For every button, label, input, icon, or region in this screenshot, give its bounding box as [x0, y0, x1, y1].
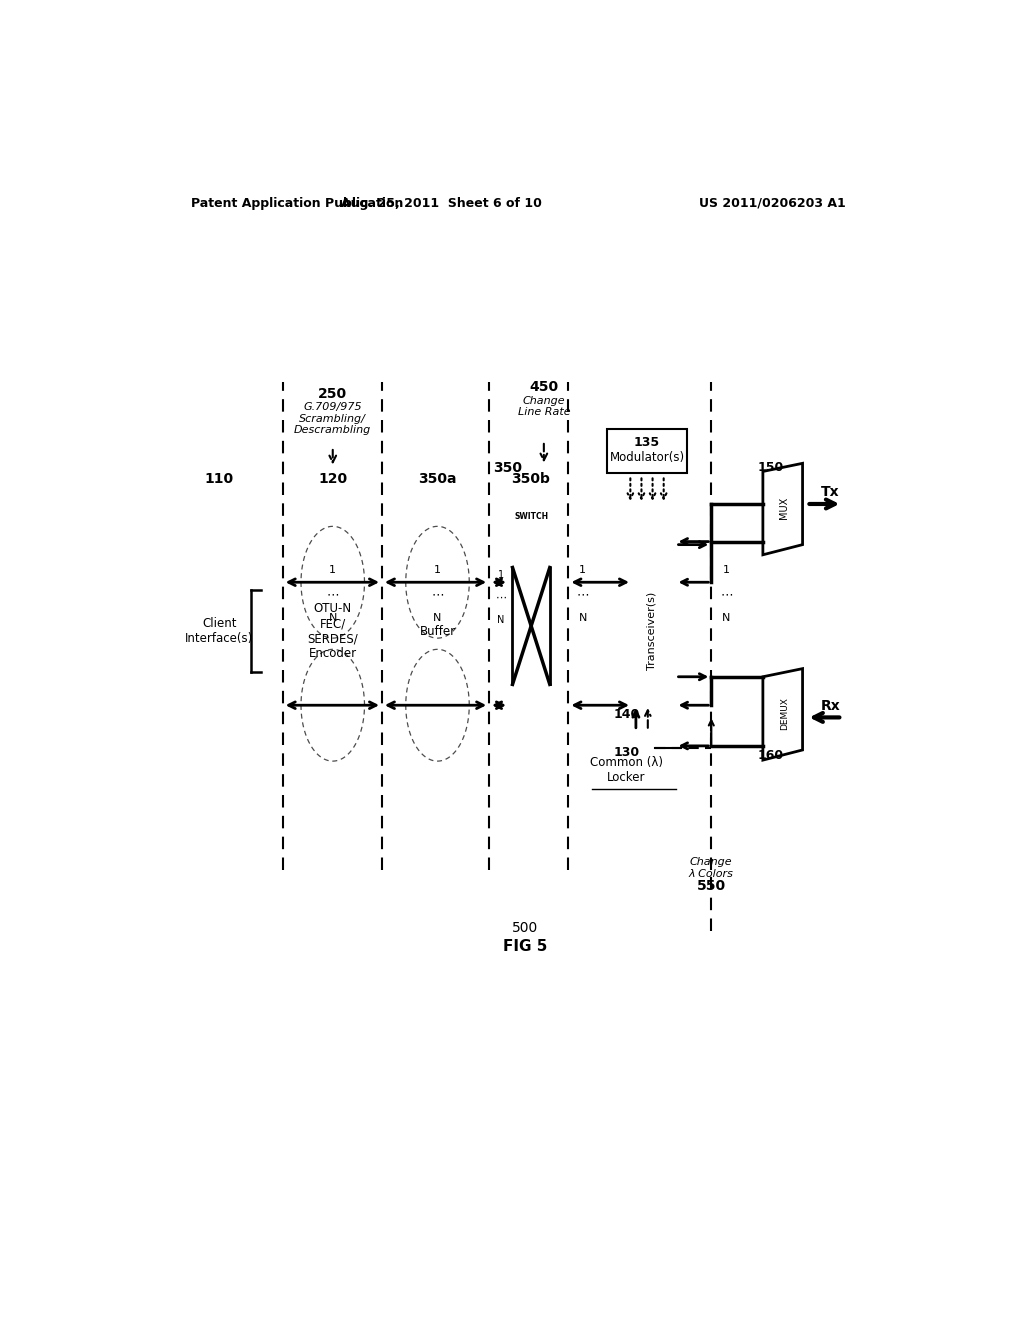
Text: Common (λ)
Locker: Common (λ) Locker	[590, 756, 663, 784]
Text: Rx: Rx	[820, 700, 841, 713]
Text: US 2011/0206203 A1: US 2011/0206203 A1	[699, 197, 846, 210]
Text: Change
Line Rate: Change Line Rate	[517, 396, 570, 417]
Text: 1: 1	[498, 570, 504, 579]
Text: 450: 450	[529, 380, 558, 395]
Text: ⋯: ⋯	[577, 587, 589, 601]
Text: Change
λ Colors: Change λ Colors	[689, 857, 734, 879]
Text: G.709/975
Scrambling/
Descrambling: G.709/975 Scrambling/ Descrambling	[294, 403, 372, 436]
Text: ⋯: ⋯	[431, 587, 443, 601]
Text: 500: 500	[512, 921, 538, 935]
Text: 1: 1	[330, 565, 336, 576]
Text: 130: 130	[613, 747, 639, 759]
Text: 350a: 350a	[418, 471, 457, 486]
Text: 350b: 350b	[511, 471, 550, 486]
Text: N: N	[329, 612, 337, 623]
Text: 140: 140	[613, 708, 640, 721]
Text: 1: 1	[723, 565, 730, 576]
Text: FIG 5: FIG 5	[503, 939, 547, 953]
Polygon shape	[763, 463, 803, 554]
Text: N: N	[433, 612, 441, 623]
Text: Tx: Tx	[821, 484, 840, 499]
Text: N: N	[498, 615, 505, 624]
Text: 350: 350	[493, 462, 522, 475]
Text: 110: 110	[205, 471, 233, 486]
Text: 150: 150	[758, 461, 784, 474]
Text: Client
Interface(s): Client Interface(s)	[185, 616, 253, 645]
Text: Patent Application Publication: Patent Application Publication	[191, 197, 403, 210]
Text: ⋯: ⋯	[496, 593, 507, 602]
Text: N: N	[722, 612, 730, 623]
Text: 160: 160	[758, 748, 784, 762]
FancyBboxPatch shape	[607, 429, 687, 474]
Text: Aug. 25, 2011  Sheet 6 of 10: Aug. 25, 2011 Sheet 6 of 10	[341, 197, 542, 210]
Text: OTU-N
FEC/
SERDES/
Encoder: OTU-N FEC/ SERDES/ Encoder	[307, 602, 358, 660]
Text: 250: 250	[318, 387, 347, 401]
Text: 1: 1	[580, 565, 586, 576]
Text: Transceiver(s): Transceiver(s)	[647, 591, 656, 671]
Text: ⋯: ⋯	[720, 587, 732, 601]
Text: 135: 135	[634, 437, 660, 450]
Text: 550: 550	[696, 879, 726, 894]
Text: Modulator(s): Modulator(s)	[609, 450, 685, 463]
Text: SWITCH: SWITCH	[514, 512, 548, 520]
Text: N: N	[579, 612, 587, 623]
Text: DEMUX: DEMUX	[780, 697, 788, 730]
Text: ⋯: ⋯	[327, 587, 339, 601]
Text: 1: 1	[434, 565, 441, 576]
Text: 120: 120	[318, 471, 347, 486]
Polygon shape	[763, 669, 803, 760]
Text: MUX: MUX	[779, 496, 790, 519]
Text: Buffer: Buffer	[420, 624, 456, 638]
